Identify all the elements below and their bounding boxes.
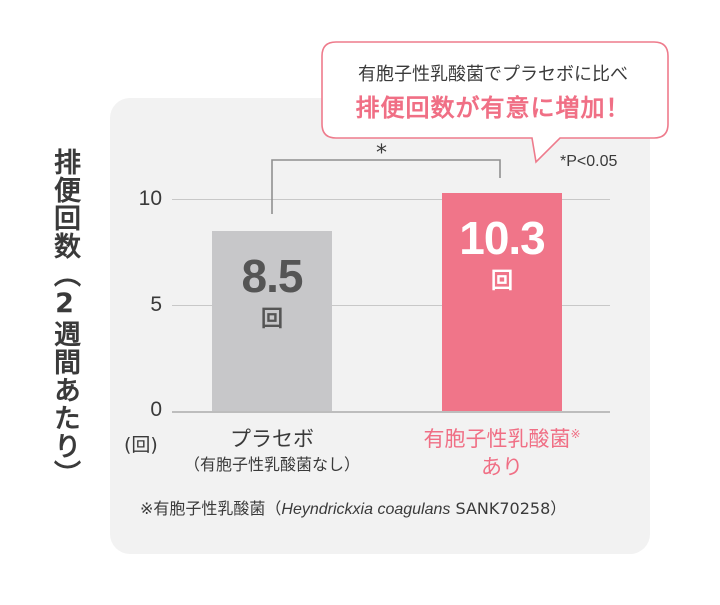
bar: 10.3 回 — [442, 193, 562, 411]
callout-line1: 有胞子性乳酸菌でプラセボに比べ — [358, 64, 628, 85]
bar-unit-label: 回 — [490, 269, 513, 294]
p-value-note: *P<0.05 — [560, 153, 618, 170]
footnote-suffix: SANK70258） — [450, 499, 567, 518]
y-tick-label: 5 — [150, 293, 162, 316]
y-unit-label: (回) — [124, 434, 158, 456]
category-label-mark: ※ — [570, 427, 581, 441]
footnote-species: Heyndrickxia coagulans — [281, 501, 451, 518]
bar-value-label: 10.3 — [459, 212, 546, 264]
y-axis-label: 排便回数（2週間あたり） — [49, 148, 80, 488]
footnote: ※有胞子性乳酸菌（Heyndrickxia coagulans SANK7025… — [140, 495, 566, 519]
footnote-prefix: ※有胞子性乳酸菌（ — [140, 499, 282, 518]
bar-unit-label: 回 — [260, 307, 283, 332]
bar-value-label: 8.5 — [241, 250, 304, 302]
y-tick-label: 10 — [138, 187, 162, 210]
gridline — [172, 305, 610, 306]
category-sublabel-lactobacillus: あり — [481, 455, 523, 479]
category-label-placebo: プラセボ — [230, 427, 314, 451]
category-label-text: 有胞子性乳酸菌 — [423, 427, 571, 451]
category-sublabel-placebo: （有胞子性乳酸菌なし） — [183, 455, 360, 474]
gridline — [172, 199, 610, 200]
callout-line2: 排便回数が有意に増加！ — [355, 94, 631, 122]
significance-mark: * — [376, 141, 387, 166]
category-label-lactobacillus: 有胞子性乳酸菌※ — [392, 423, 612, 453]
y-tick-label: 0 — [150, 398, 162, 421]
x-axis-line — [172, 411, 610, 413]
bar: 8.5 回 — [212, 231, 332, 411]
